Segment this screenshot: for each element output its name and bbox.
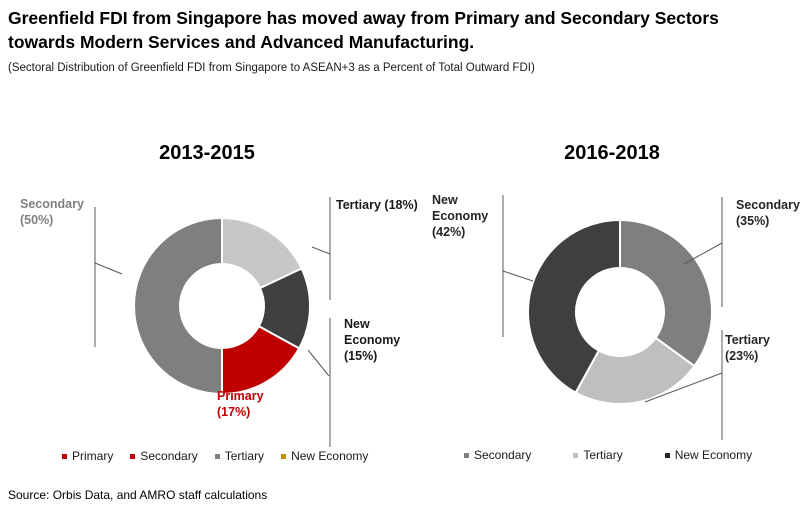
legend-label-new-economy: New Economy <box>291 449 369 463</box>
legend-item-tertiary-2: Tertiary <box>573 448 623 462</box>
legend-marker-new-economy <box>281 453 287 459</box>
slice-secondary-2016-2018 <box>619 218 713 368</box>
callout-leader-line <box>683 242 723 265</box>
callout-tertiary-23: Tertiary (23%) <box>725 333 770 363</box>
legend-marker-tertiary-2 <box>573 452 579 458</box>
callout-secondary-50: Secondary (50%) <box>20 197 84 227</box>
slice-secondary-2013-2015 <box>133 216 223 396</box>
callout-leader-line <box>644 372 723 403</box>
legend-marker-secondary <box>130 453 136 459</box>
figure-subtitle: (Sectoral Distribution of Greenfield FDI… <box>8 62 535 74</box>
legend-label-new-economy-2: New Economy <box>674 448 753 462</box>
chart-title-2016-2018: 2016-2018 <box>564 142 660 164</box>
callout-secondary-35: Secondary (35%) <box>736 198 800 228</box>
source-note: Source: Orbis Data, and AMRO staff calcu… <box>8 488 268 502</box>
callout-new-economy-15: New Economy (15%) <box>344 317 401 363</box>
legend-item-tertiary: Tertiary <box>214 449 265 463</box>
callout-tertiary-18: Tertiary (18%) <box>336 198 418 212</box>
figure-title: Greenfield FDI from Singapore has moved … <box>8 8 719 52</box>
callout-new-economy-42: New Economy (42%) <box>432 193 489 239</box>
slice-tertiary-2016-2018 <box>574 336 696 405</box>
legend-label-secondary: Secondary <box>140 449 198 463</box>
legend-2013-2015: Primary Secondary Tertiary New Economy <box>62 449 368 463</box>
callout-leader-line <box>502 270 534 282</box>
callout-leader-line <box>307 349 330 377</box>
slice-primary-2013-2015 <box>221 324 301 396</box>
slice-new-economy-2016-2018 <box>527 218 621 394</box>
callout-primary-17: Primary (17%) <box>217 389 264 419</box>
legend-label-tertiary-2: Tertiary <box>583 448 623 462</box>
legend-marker-tertiary <box>214 453 220 459</box>
slice-new-economy-2013-2015 <box>257 267 311 350</box>
legend-label-tertiary: Tertiary <box>224 449 265 463</box>
chart-title-2013-2015: 2013-2015 <box>159 142 255 164</box>
legend-item-new-economy: New Economy <box>281 449 368 463</box>
legend-item-primary: Primary <box>62 449 113 463</box>
legend-item-secondary: Secondary <box>130 449 198 463</box>
legend-item-secondary-2: Secondary <box>464 448 531 462</box>
callout-leader-line <box>311 246 331 255</box>
legend-2016-2018: Secondary Tertiary New Economy <box>464 448 752 462</box>
legend-marker-secondary-2 <box>464 452 469 458</box>
legend-marker-new-economy-2 <box>664 452 670 458</box>
callout-leader-line <box>94 262 123 275</box>
legend-marker-primary <box>62 453 67 459</box>
legend-label-primary: Primary <box>72 449 114 463</box>
slice-tertiary-2013-2015 <box>221 216 303 290</box>
legend-label-secondary-2: Secondary <box>474 448 532 462</box>
legend-item-new-economy-2: New Economy <box>664 448 753 462</box>
